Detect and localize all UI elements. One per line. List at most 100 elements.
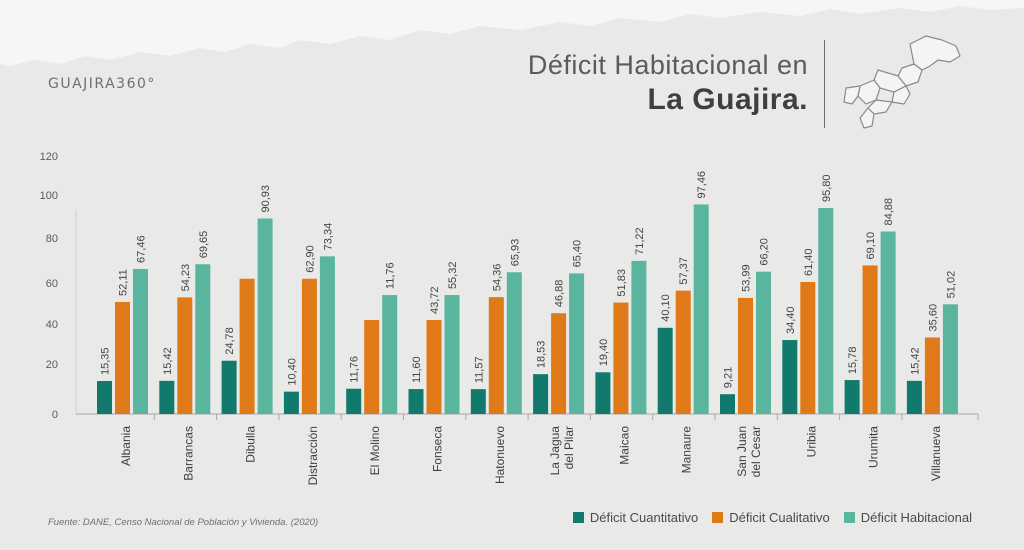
x-tick-label: San Juan <box>735 426 749 477</box>
legend-swatch-cualitativo <box>712 512 724 523</box>
x-tick-label: Fonseca <box>431 426 445 472</box>
data-label-habitacional: 97,46 <box>696 171 708 199</box>
data-label-habitacional: 65,40 <box>572 240 584 268</box>
data-label-habitacional: 95,80 <box>821 174 833 202</box>
x-tick-label: El Molino <box>368 426 382 476</box>
bar-habitacional <box>818 208 834 414</box>
data-label-cuantitativo: 15,78 <box>847 347 859 375</box>
data-label-cualitativo: 51,83 <box>616 269 628 297</box>
x-tick-label: Hatonuevo <box>493 426 507 484</box>
bar-cualitativo <box>239 278 255 414</box>
bar-cualitativo <box>115 301 130 414</box>
bar-habitacional <box>880 231 896 414</box>
page-title-line1: Déficit Habitacional en <box>527 50 808 80</box>
bar-cuantitativo <box>97 380 112 414</box>
data-label-habitacional: 65,93 <box>509 239 521 267</box>
bar-cualitativo <box>488 297 504 414</box>
x-tick-label: del Cesar <box>749 426 763 477</box>
x-tick-label: Manaure <box>680 426 694 474</box>
legend-item-cuantitativo: Déficit Cuantitativo <box>572 510 698 525</box>
x-tick-label: Albania <box>119 426 133 466</box>
bar-cuantitativo <box>533 374 549 414</box>
data-label-cualitativo: 61,40 <box>803 248 815 276</box>
bar-cuantitativo <box>221 360 237 414</box>
bar-cualitativo <box>177 297 193 414</box>
bar-habitacional <box>942 304 958 414</box>
bar-habitacional <box>631 260 647 414</box>
data-label-cualitativo: 35,60 <box>927 304 939 332</box>
data-label-cualitativo: 57,37 <box>678 257 690 285</box>
data-label-cualitativo: 62,90 <box>304 245 316 273</box>
bar-habitacional <box>506 272 522 414</box>
data-label-habitacional: 11,76 <box>385 262 397 289</box>
bar-habitacional <box>693 204 709 414</box>
torn-paper-header <box>0 0 1024 66</box>
data-label-cualitativo: 54,23 <box>180 264 192 292</box>
y-tick-label: 60 <box>46 278 58 290</box>
bar-cuantitativo <box>844 380 860 414</box>
bar-cualitativo <box>738 297 753 414</box>
bar-habitacional <box>257 218 273 414</box>
bar-cualitativo <box>301 278 317 414</box>
data-label-habitacional: 90,93 <box>260 185 272 213</box>
y-tick-label: 100 <box>40 190 58 202</box>
x-tick-label: Dibulla <box>244 426 258 463</box>
bar-cuantitativo <box>657 327 673 414</box>
bar-habitacional <box>133 268 148 414</box>
x-tick-label: Villanueva <box>929 426 943 481</box>
bar-cualitativo <box>426 320 442 414</box>
bar-cualitativo <box>800 281 816 414</box>
data-label-cuantitativo: 18,53 <box>536 341 548 369</box>
bar-cualitativo <box>675 290 691 414</box>
source-note: Fuente: DANE, Censo Nacional de Població… <box>48 517 318 528</box>
data-label-cualitativo: 69,10 <box>865 232 877 260</box>
bar-cuantitativo <box>595 372 611 414</box>
data-label-cuantitativo: 19,40 <box>598 339 610 367</box>
data-label-habitacional: 51,02 <box>945 271 957 299</box>
data-label-habitacional: 55,32 <box>447 262 459 290</box>
legend-item-habitacional: Déficit Habitacional <box>843 510 972 525</box>
bar-cualitativo <box>924 337 940 414</box>
data-label-cuantitativo: 15,42 <box>909 347 921 375</box>
data-label-cualitativo: 46,88 <box>554 280 566 308</box>
source-text: Censo Nacional de Población y Vivienda. … <box>114 517 319 528</box>
x-tick-label: La Jagua <box>548 426 562 476</box>
data-label-habitacional: 69,65 <box>198 231 210 259</box>
legend-swatch-cuantitativo <box>572 512 584 523</box>
data-label-cuantitativo: 15,42 <box>162 347 174 375</box>
y-tick-label: 0 <box>52 409 58 421</box>
x-tick-label: Urumita <box>867 426 881 468</box>
y-tick-label: 40 <box>46 319 58 331</box>
bar-cuantitativo <box>782 340 798 414</box>
data-label-habitacional: 67,46 <box>136 235 148 263</box>
data-label-cuantitativo: 10,40 <box>286 358 298 386</box>
bar-cuantitativo <box>720 394 735 414</box>
x-tick-label: Barrancas <box>181 426 195 481</box>
bar-habitacional <box>756 271 771 414</box>
x-tick-label: Uribia <box>804 426 818 458</box>
y-tick-label: 120 <box>40 151 58 163</box>
data-label-cuantitativo: 11,76 <box>349 356 361 383</box>
title-block: Déficit Habitacional en La Guajira. <box>528 50 808 117</box>
x-tick-label: Distracción <box>306 426 320 485</box>
legend-swatch-habitacional <box>843 512 855 523</box>
data-label-cuantitativo: 11,57 <box>473 356 485 383</box>
title-divider <box>824 40 825 128</box>
bar-cuantitativo <box>408 389 424 414</box>
data-label-cuantitativo: 15,35 <box>100 347 112 375</box>
bar-cuantitativo <box>346 388 362 414</box>
x-tick-label: del Pilar <box>562 426 576 469</box>
bar-cuantitativo <box>906 380 922 414</box>
data-label-cualitativo: 43,72 <box>429 286 441 314</box>
bar-cualitativo <box>364 320 380 414</box>
data-label-habitacional: 71,22 <box>634 227 646 255</box>
bar-cualitativo <box>613 302 629 414</box>
bar-habitacional <box>319 256 335 414</box>
data-label-cualitativo: 54,36 <box>491 264 503 292</box>
bar-habitacional <box>444 295 460 414</box>
data-label-habitacional: 84,88 <box>883 198 895 226</box>
data-label-cuantitativo: 40,10 <box>660 294 672 322</box>
bar-cuantitativo <box>159 380 175 414</box>
data-label-habitacional: 73,34 <box>322 223 334 251</box>
